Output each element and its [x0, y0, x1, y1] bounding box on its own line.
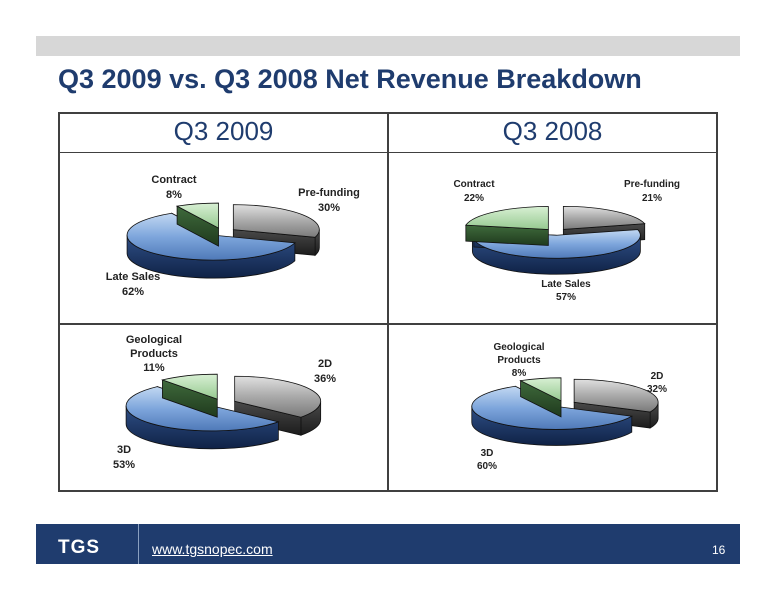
- label-pre-funding: Pre-funding: [624, 179, 680, 190]
- label-3d: 3D: [117, 444, 131, 456]
- label-geological-products-line2: Products: [497, 355, 541, 366]
- value-contract: 8%: [166, 189, 182, 201]
- top-header-bar: [36, 36, 740, 56]
- label-late-sales: Late Sales: [106, 271, 160, 283]
- label-contract: Contract: [453, 179, 495, 190]
- label-3d: 3D: [481, 448, 494, 459]
- pie-chart: [465, 206, 646, 275]
- value-2d: 36%: [314, 373, 336, 385]
- grid-divider-vertical: [387, 114, 389, 490]
- pie-slice-geological-products: [519, 377, 562, 402]
- label-2d: 2D: [318, 358, 332, 370]
- value-pre-funding: 30%: [318, 202, 340, 214]
- value-contract: 22%: [464, 193, 484, 204]
- grid-divider-header: [60, 152, 716, 153]
- pie-slice-2d: [573, 378, 659, 413]
- label-late-sales: Late Sales: [541, 279, 591, 290]
- column-header-q3-2009: Q3 2009: [173, 116, 274, 146]
- label-2d: 2D: [651, 371, 664, 382]
- label-pre-funding: Pre-funding: [298, 187, 360, 199]
- pie-slice-pre-funding: [562, 206, 646, 230]
- grid-divider-middle: [60, 323, 716, 325]
- pie-slice-contract: [175, 202, 219, 229]
- column-header-q3-2008: Q3 2008: [502, 116, 603, 146]
- footer-divider: [138, 524, 139, 564]
- label-geological-products-line1: Geological: [126, 334, 182, 346]
- pie-slice-2d: [234, 375, 322, 418]
- tgs-logo: TGS: [58, 537, 101, 558]
- slide-title: Q3 2009 vs. Q3 2008 Net Revenue Breakdow…: [58, 64, 642, 94]
- value-geological-products: 11%: [143, 362, 165, 374]
- footer-bar: [36, 524, 740, 564]
- label-contract: Contract: [151, 174, 197, 186]
- pie-chart: [125, 373, 322, 450]
- value-pre-funding: 21%: [642, 193, 662, 204]
- page-number: 16: [712, 543, 726, 557]
- pie-chart: [126, 202, 320, 279]
- footer-url-link[interactable]: www.tgsnopec.com: [152, 541, 273, 557]
- value-2d: 32%: [647, 384, 667, 395]
- value-3d: 53%: [113, 459, 135, 471]
- pie-slice-contract: [465, 206, 549, 230]
- chart-grid: Q3 2009 Q3 2008: [58, 112, 718, 492]
- value-late-sales: 62%: [122, 286, 144, 298]
- value-late-sales: 57%: [556, 292, 576, 303]
- label-geological-products-line2: Products: [130, 348, 178, 360]
- label-geological-products-line1: Geological: [493, 342, 544, 353]
- value-3d: 60%: [477, 461, 497, 472]
- pie-slice-pre-funding: [232, 204, 320, 238]
- value-geological-products: 8%: [512, 368, 527, 379]
- pie-slice-geological-products: [161, 373, 218, 400]
- pie-chart: [471, 377, 659, 446]
